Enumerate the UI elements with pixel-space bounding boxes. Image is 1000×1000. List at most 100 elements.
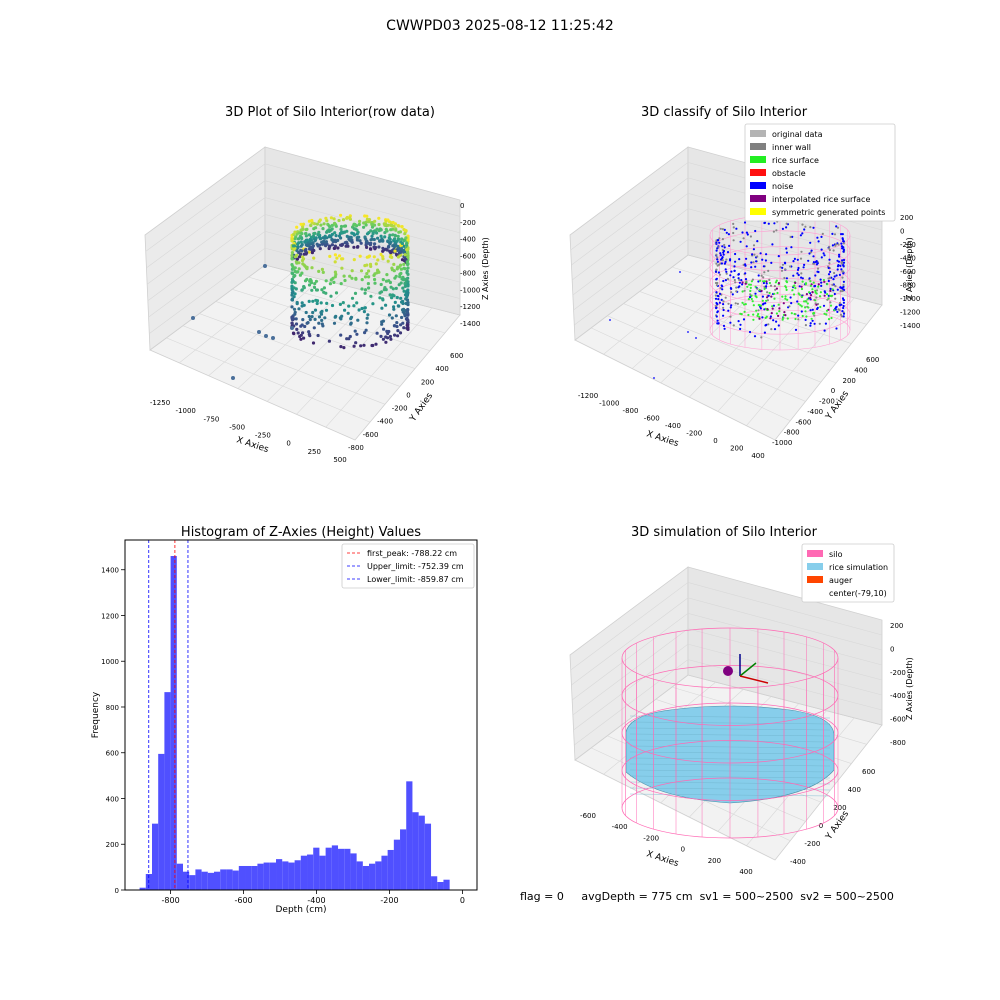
classify-rice-point xyxy=(768,291,771,295)
classify-point xyxy=(746,233,749,236)
histogram-bar xyxy=(245,865,252,890)
classify-point xyxy=(772,304,775,307)
raw-point xyxy=(332,217,336,221)
raw-point xyxy=(303,240,307,244)
classify-point xyxy=(715,268,718,271)
raw-point xyxy=(311,310,315,315)
classify-point xyxy=(809,324,812,327)
raw-point xyxy=(406,327,410,331)
classify-point xyxy=(767,294,770,297)
classify-point xyxy=(779,266,782,269)
classify-rice-point xyxy=(756,314,759,317)
classify-point xyxy=(777,255,780,258)
raw-point xyxy=(369,241,373,245)
raw-point xyxy=(295,232,299,236)
classify-point xyxy=(764,302,767,305)
raw-point xyxy=(383,235,387,239)
raw-xtick: -750 xyxy=(203,415,219,423)
classify-plot-title: 3D classify of Silo Interior xyxy=(641,105,808,120)
simulation-ytick: 0 xyxy=(819,822,823,830)
raw-point xyxy=(350,269,354,273)
raw-point xyxy=(317,269,321,273)
raw-point xyxy=(307,250,311,254)
classify-point xyxy=(820,281,823,284)
histogram-bar xyxy=(400,829,407,890)
raw-plot-ylabel: Y Axies xyxy=(408,391,436,424)
raw-point xyxy=(305,238,309,242)
raw-point xyxy=(339,345,343,349)
classify-point xyxy=(760,336,763,339)
classify-point xyxy=(767,222,770,225)
classify-point xyxy=(717,298,720,301)
classify-point xyxy=(741,231,744,234)
raw-point xyxy=(333,221,337,225)
histogram-xtick-label: 0 xyxy=(460,896,465,905)
classify-point xyxy=(767,323,770,326)
raw-point xyxy=(312,227,316,231)
classify-point xyxy=(841,310,844,313)
raw-ytick: -600 xyxy=(363,431,379,439)
simulation-3d-plot: 3D simulation of Silo Interior -600 -400 -… xyxy=(569,525,914,876)
raw-point xyxy=(393,234,398,238)
classify-legend-swatch xyxy=(750,143,766,150)
raw-point xyxy=(313,239,317,243)
classify-rice-point xyxy=(833,309,836,312)
classify-point xyxy=(842,261,846,264)
classify-rice-point xyxy=(763,287,766,290)
classify-rice-point xyxy=(744,282,747,285)
raw-point xyxy=(393,237,397,241)
raw-point xyxy=(355,245,360,249)
classify-point xyxy=(811,308,814,311)
status-footer: flag = 0 avgDepth = 775 cm sv1 = 500~250… xyxy=(520,890,894,903)
raw-point xyxy=(393,300,397,304)
raw-point xyxy=(367,286,371,290)
raw-point xyxy=(373,277,377,282)
classify-plot-ylabel: Y Axies xyxy=(824,389,852,422)
raw-point xyxy=(293,269,297,274)
raw-point xyxy=(346,311,350,315)
raw-ytick: 0 xyxy=(406,391,410,399)
raw-point xyxy=(296,331,300,335)
classify-point xyxy=(743,289,746,292)
histogram-bar xyxy=(344,848,351,890)
histogram-bar xyxy=(443,879,450,890)
classify-rice-point xyxy=(831,288,834,291)
classify-rice-point xyxy=(826,283,829,286)
histogram-bar xyxy=(412,812,419,890)
classify-point xyxy=(726,277,729,280)
classify-point xyxy=(842,240,845,243)
raw-point xyxy=(369,238,373,242)
raw-point xyxy=(399,323,403,327)
classify-legend-swatch xyxy=(750,195,766,202)
classify-rice-point xyxy=(794,281,797,284)
classify-point xyxy=(790,246,793,249)
classify-point xyxy=(727,302,730,305)
classify-rice-point xyxy=(785,288,788,291)
classify-rice-point xyxy=(777,282,780,285)
histogram-axes-frame xyxy=(124,539,478,891)
classify-point xyxy=(761,295,764,298)
classify-point xyxy=(767,269,770,272)
raw-point xyxy=(365,263,369,267)
histogram-bar xyxy=(251,865,258,890)
raw-point xyxy=(391,220,395,225)
histogram-bar xyxy=(158,753,165,890)
raw-point xyxy=(400,300,404,304)
classify-point xyxy=(773,222,776,225)
classify-point xyxy=(816,267,820,270)
classify-legend-swatch xyxy=(750,182,766,189)
classify-rice-point xyxy=(825,309,829,312)
classify-point xyxy=(842,285,845,288)
raw-point xyxy=(302,336,306,340)
histogram-bar xyxy=(300,855,308,890)
raw-point xyxy=(311,341,316,345)
raw-point xyxy=(353,222,357,227)
raw-point xyxy=(318,243,322,247)
classify-point xyxy=(716,310,719,313)
classify-plot-xlabel: X Axies xyxy=(645,429,680,449)
classify-rice-point xyxy=(794,287,797,290)
classify-point xyxy=(842,248,845,251)
classify-point xyxy=(739,323,742,326)
raw-ytick: 200 xyxy=(421,378,434,386)
raw-point xyxy=(307,219,311,223)
